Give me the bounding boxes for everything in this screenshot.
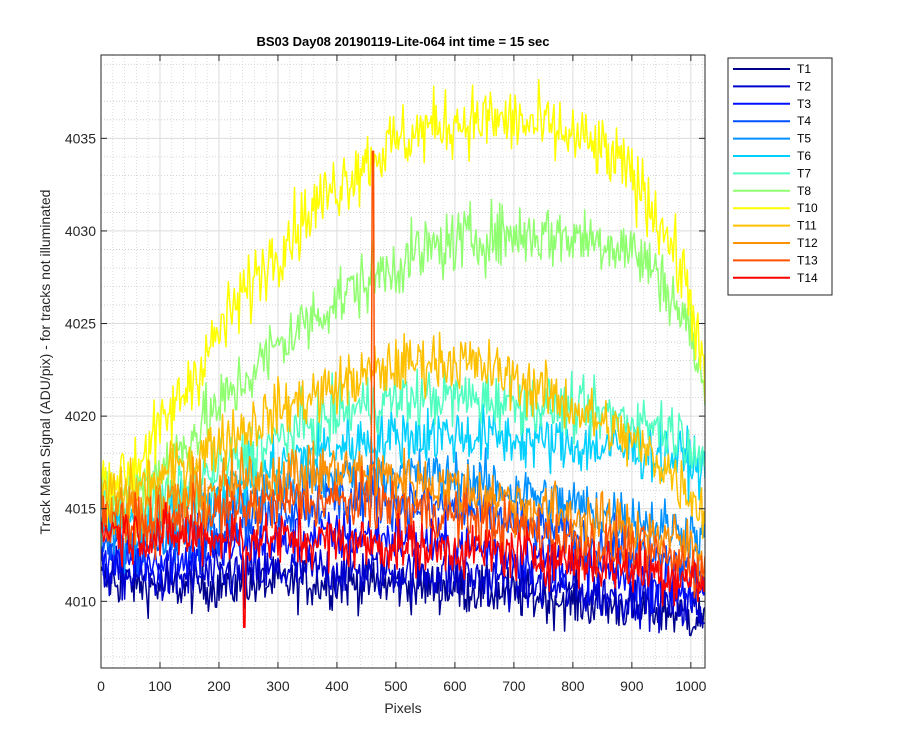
chart-title: BS03 Day08 20190119-Lite-064 int time = … bbox=[256, 34, 549, 49]
legend-label-t7: T7 bbox=[797, 166, 811, 180]
x-tick-label: 200 bbox=[207, 678, 231, 694]
legend-label-t13: T13 bbox=[797, 253, 818, 267]
x-tick-label: 600 bbox=[443, 678, 467, 694]
tick-layer: 0 100 200 300 400 500 600 700 800 900 1000 4010 4015… bbox=[65, 55, 707, 694]
series-line-t1 bbox=[101, 550, 705, 637]
legend-label-t1: T1 bbox=[797, 62, 811, 76]
y-axis-label: Track Mean Signal (ADU/pix) - for tracks… bbox=[37, 190, 53, 535]
x-tick-label: 700 bbox=[502, 678, 526, 694]
series-line-t11 bbox=[101, 331, 705, 540]
x-tick-label: 0 bbox=[97, 678, 105, 694]
legend-label-t11: T11 bbox=[797, 219, 817, 233]
x-tick-label: 100 bbox=[148, 678, 172, 694]
y-tick-label: 4020 bbox=[65, 408, 96, 424]
y-tick-label: 4025 bbox=[65, 316, 96, 332]
y-tick-label: 4010 bbox=[65, 593, 96, 609]
legend-label-t10: T10 bbox=[797, 201, 818, 215]
y-tick-label: 4035 bbox=[65, 130, 96, 146]
series-line-t7 bbox=[101, 366, 705, 547]
y-tick-label: 4015 bbox=[65, 501, 96, 517]
series-layer bbox=[101, 78, 705, 637]
x-tick-label: 300 bbox=[266, 678, 290, 694]
series-line-t10 bbox=[101, 78, 705, 530]
axes-frame bbox=[100, 54, 706, 669]
legend-label-t4: T4 bbox=[797, 114, 811, 128]
legend-label-t3: T3 bbox=[797, 97, 811, 111]
series-line-t2 bbox=[101, 537, 705, 634]
legend-label-t6: T6 bbox=[797, 149, 811, 163]
x-axis-label: Pixels bbox=[384, 700, 421, 716]
x-tick-label: 1000 bbox=[675, 678, 706, 694]
x-tick-label: 400 bbox=[325, 678, 349, 694]
x-tick-label: 800 bbox=[561, 678, 585, 694]
series-line-t12 bbox=[101, 440, 705, 578]
x-tick-label: 500 bbox=[384, 678, 408, 694]
legend-label-t8: T8 bbox=[797, 184, 811, 198]
series-line-t8 bbox=[101, 198, 705, 521]
x-tick-label: 900 bbox=[620, 678, 644, 694]
legend-label-t2: T2 bbox=[797, 79, 811, 93]
legend: T1 T2 T3 T4 T5 T6 T7 T8 T10 T11 T12 T13 T14 bbox=[727, 57, 833, 296]
legend-label-t14: T14 bbox=[797, 271, 818, 285]
legend-box bbox=[727, 57, 833, 296]
plot-area: 0 100 200 300 400 500 600 700 800 900 1000 4010 4015… bbox=[65, 54, 707, 694]
series-line-t14 bbox=[101, 501, 705, 629]
legend-label-t12: T12 bbox=[797, 236, 818, 250]
legend-label-t5: T5 bbox=[797, 132, 811, 146]
y-tick-label: 4030 bbox=[65, 223, 96, 239]
